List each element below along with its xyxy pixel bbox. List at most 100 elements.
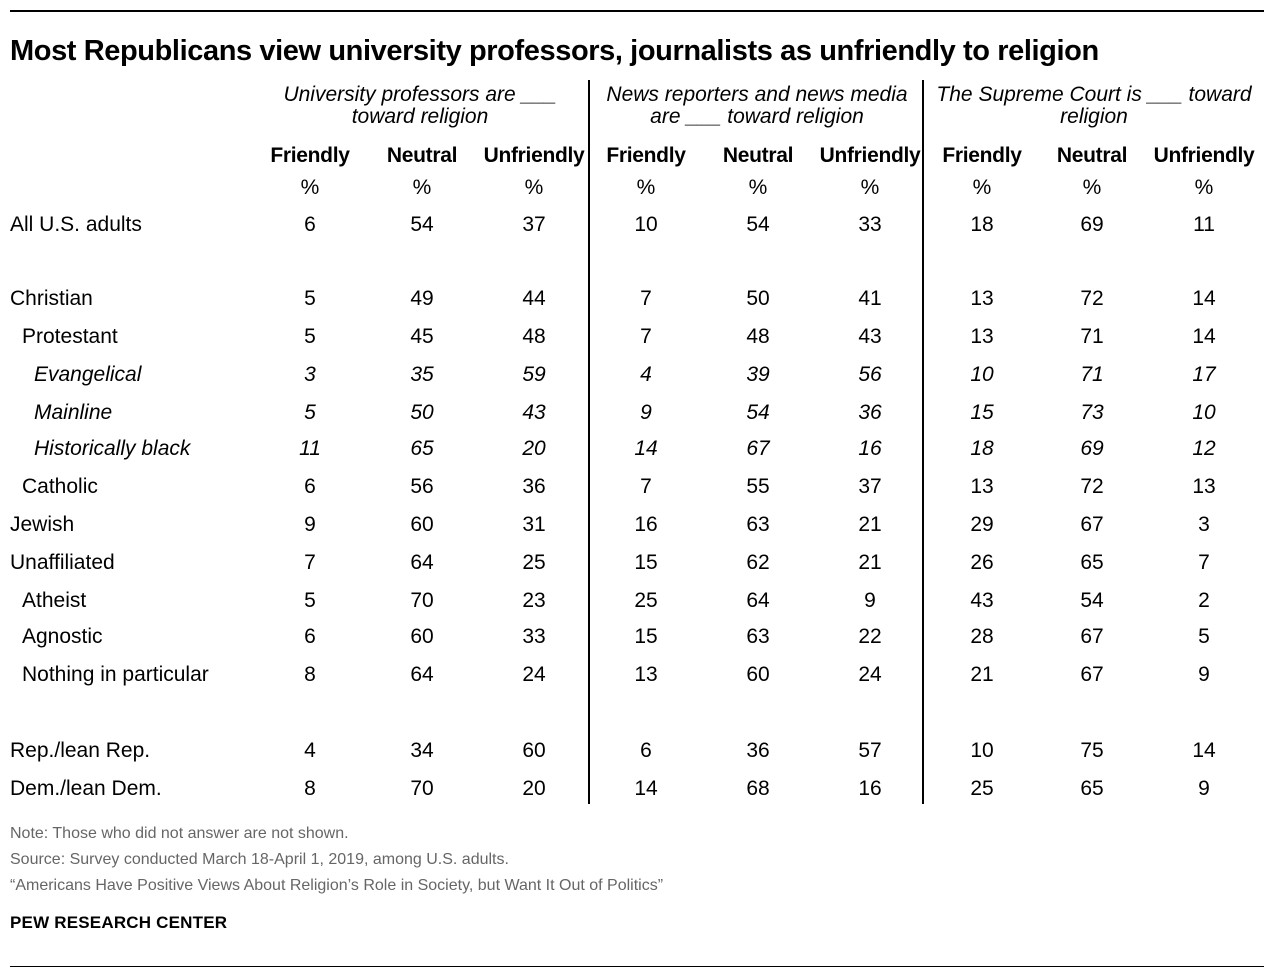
table-cell: 13 bbox=[1192, 475, 1216, 498]
footnote-source: Source: Survey conducted March 18-April … bbox=[10, 851, 509, 868]
table-cell: 10 bbox=[970, 363, 994, 386]
bottom-rule bbox=[10, 966, 1264, 967]
table-cell: 60 bbox=[410, 513, 434, 536]
table-cell: 15 bbox=[634, 551, 658, 574]
table-cell: 49 bbox=[410, 287, 434, 310]
table-cell: 36 bbox=[746, 739, 770, 762]
table-cell: 6 bbox=[304, 475, 316, 498]
table-cell: 3 bbox=[1198, 513, 1210, 536]
group-header-line: The Supreme Court is ___ toward bbox=[936, 83, 1252, 106]
table-cell: 7 bbox=[640, 287, 652, 310]
table-cell: 14 bbox=[634, 777, 658, 800]
table-cell: 71 bbox=[1080, 325, 1104, 348]
table-cell: 63 bbox=[746, 625, 770, 648]
table-cell: 4 bbox=[304, 739, 316, 762]
row-label: Christian bbox=[10, 287, 93, 310]
row-label: Jewish bbox=[10, 513, 75, 536]
table-cell: 5 bbox=[304, 325, 316, 348]
table-cell: 14 bbox=[1192, 325, 1216, 348]
unit-label: % bbox=[524, 176, 544, 199]
row-label: Dem./lean Dem. bbox=[10, 777, 162, 800]
table-cell: 5 bbox=[304, 287, 316, 310]
table-cell: 33 bbox=[858, 213, 882, 236]
table-cell: 37 bbox=[858, 475, 882, 498]
table-cell: 18 bbox=[970, 213, 994, 236]
column-divider bbox=[588, 80, 590, 804]
table-cell: 8 bbox=[304, 663, 316, 686]
table-cell: 62 bbox=[746, 551, 770, 574]
unit-label: % bbox=[972, 176, 992, 199]
column-divider bbox=[922, 80, 924, 804]
column-header: Unfriendly bbox=[819, 144, 921, 167]
table-cell: 34 bbox=[410, 739, 434, 762]
table-cell: 60 bbox=[410, 625, 434, 648]
column-header: Neutral bbox=[722, 144, 794, 167]
table-cell: 60 bbox=[746, 663, 770, 686]
table-cell: 9 bbox=[1198, 663, 1210, 686]
table-cell: 48 bbox=[746, 325, 770, 348]
table-cell: 11 bbox=[299, 437, 321, 460]
table-cell: 68 bbox=[746, 777, 770, 800]
table-cell: 25 bbox=[970, 777, 994, 800]
table-cell: 9 bbox=[864, 589, 876, 612]
brand-name: PEW RESEARCH CENTER bbox=[10, 913, 228, 932]
unit-label: % bbox=[412, 176, 432, 199]
table-cell: 7 bbox=[1198, 551, 1210, 574]
unit-label: % bbox=[636, 176, 656, 199]
row-label: Catholic bbox=[22, 475, 98, 498]
table-cell: 21 bbox=[970, 663, 994, 686]
table-cell: 69 bbox=[1080, 437, 1104, 460]
table-cell: 55 bbox=[746, 475, 770, 498]
table-cell: 9 bbox=[304, 513, 316, 536]
table-cell: 45 bbox=[410, 325, 434, 348]
unit-label: % bbox=[300, 176, 320, 199]
top-rule bbox=[10, 10, 1264, 12]
table-cell: 54 bbox=[1080, 589, 1104, 612]
table-cell: 16 bbox=[858, 777, 882, 800]
column-header: Unfriendly bbox=[1153, 144, 1255, 167]
table-cell: 13 bbox=[970, 475, 994, 498]
table-cell: 37 bbox=[522, 213, 546, 236]
table-cell: 4 bbox=[640, 363, 652, 386]
table-cell: 65 bbox=[410, 437, 434, 460]
table-cell: 21 bbox=[858, 513, 882, 536]
table-cell: 25 bbox=[522, 551, 546, 574]
column-header: Unfriendly bbox=[483, 144, 585, 167]
group-header-line: are ___ toward religion bbox=[650, 105, 864, 128]
row-label: Mainline bbox=[34, 401, 113, 424]
table-cell: 72 bbox=[1080, 287, 1104, 310]
table-cell: 14 bbox=[1192, 739, 1216, 762]
table-cell: 33 bbox=[522, 625, 546, 648]
row-label: Rep./lean Rep. bbox=[10, 739, 151, 762]
table-cell: 25 bbox=[634, 589, 658, 612]
column-header: Friendly bbox=[606, 144, 686, 167]
group-header-supreme-court: The Supreme Court is ___ toward religion bbox=[928, 84, 1260, 128]
footnote-report-title: “Americans Have Positive Views About Rel… bbox=[10, 877, 664, 894]
table-cell: 48 bbox=[522, 325, 546, 348]
table-cell: 70 bbox=[410, 589, 434, 612]
table-cell: 73 bbox=[1080, 401, 1104, 424]
table-cell: 23 bbox=[522, 589, 546, 612]
table-cell: 43 bbox=[970, 589, 994, 612]
table-cell: 50 bbox=[410, 401, 434, 424]
table-cell: 31 bbox=[522, 513, 546, 536]
table-cell: 65 bbox=[1080, 777, 1104, 800]
row-label: Historically black bbox=[34, 437, 191, 460]
column-header: Friendly bbox=[270, 144, 350, 167]
table-cell: 36 bbox=[522, 475, 546, 498]
table-cell: 14 bbox=[1192, 287, 1216, 310]
unit-label: % bbox=[748, 176, 768, 199]
row-label: Agnostic bbox=[22, 625, 103, 648]
column-header: Neutral bbox=[386, 144, 458, 167]
table-cell: 15 bbox=[970, 401, 994, 424]
table-cell: 75 bbox=[1080, 739, 1104, 762]
table-cell: 67 bbox=[1080, 625, 1104, 648]
table-cell: 10 bbox=[970, 739, 994, 762]
table-cell: 20 bbox=[522, 437, 546, 460]
table-cell: 71 bbox=[1080, 363, 1104, 386]
table-cell: 3 bbox=[304, 363, 316, 386]
table-cell: 41 bbox=[858, 287, 882, 310]
table-cell: 9 bbox=[640, 401, 652, 424]
table-cell: 8 bbox=[304, 777, 316, 800]
table-cell: 7 bbox=[640, 475, 652, 498]
